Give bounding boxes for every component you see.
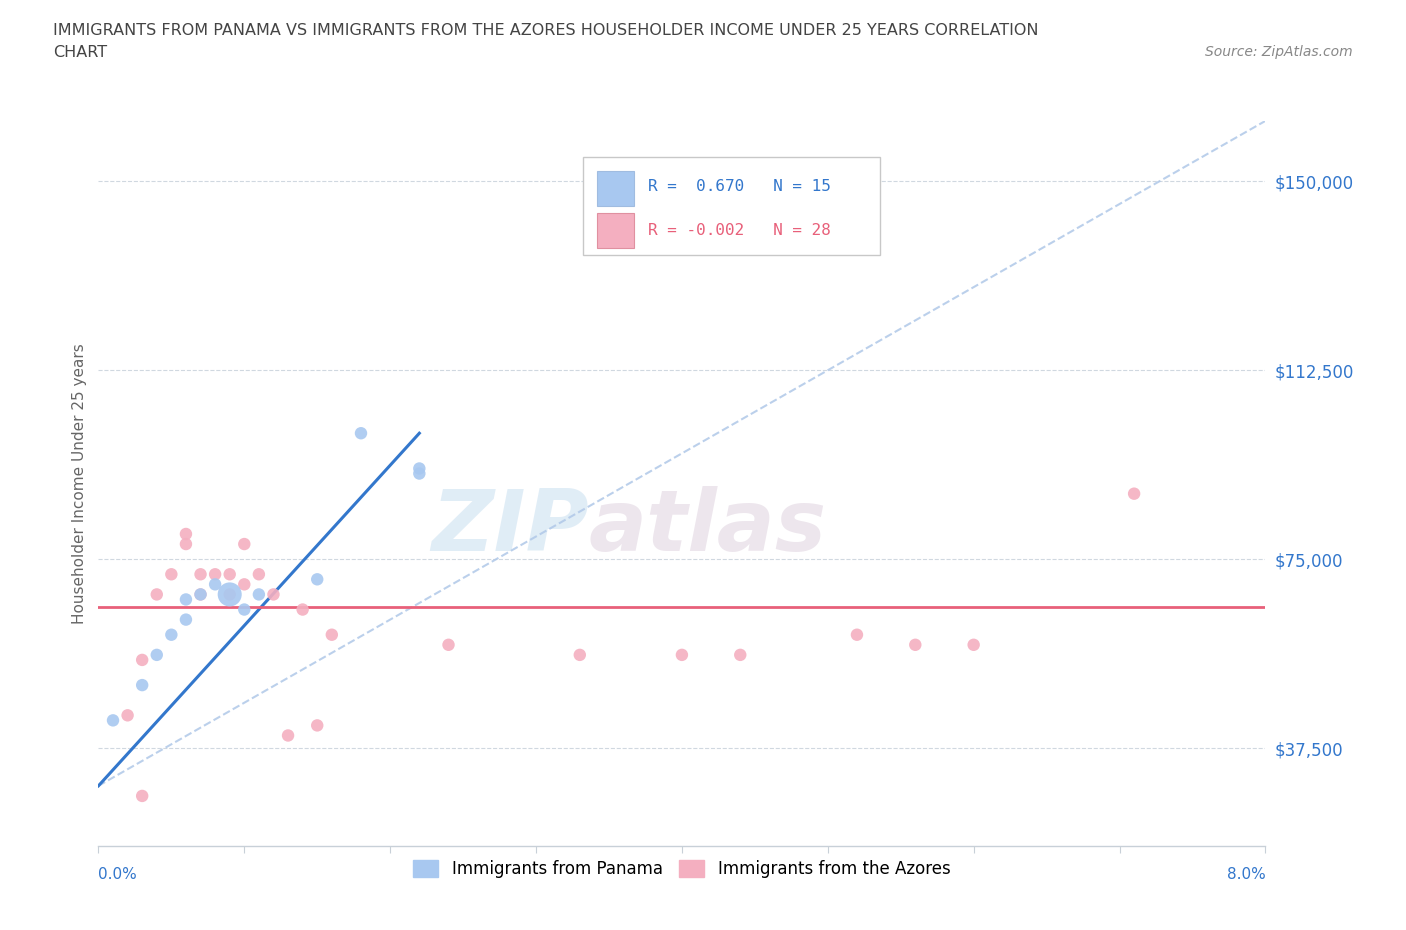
Point <box>962 637 984 652</box>
Point <box>247 587 270 602</box>
Point <box>117 708 139 723</box>
Point <box>233 577 256 591</box>
Legend: Immigrants from Panama, Immigrants from the Azores: Immigrants from Panama, Immigrants from … <box>406 854 957 885</box>
Point <box>277 728 299 743</box>
Point <box>307 718 329 733</box>
Point <box>131 653 153 668</box>
Point <box>408 461 430 476</box>
Point <box>262 587 284 602</box>
Point <box>218 566 240 582</box>
Point <box>247 566 270 582</box>
Bar <box>596 213 634 248</box>
Point <box>190 587 212 602</box>
Text: R =  0.670   N = 15: R = 0.670 N = 15 <box>648 179 831 194</box>
Point <box>174 526 197 541</box>
Point <box>730 647 752 662</box>
Point <box>190 566 212 582</box>
Point <box>218 587 240 602</box>
Text: R = -0.002   N = 28: R = -0.002 N = 28 <box>648 223 831 238</box>
FancyBboxPatch shape <box>582 157 880 255</box>
Text: IMMIGRANTS FROM PANAMA VS IMMIGRANTS FROM THE AZORES HOUSEHOLDER INCOME UNDER 25: IMMIGRANTS FROM PANAMA VS IMMIGRANTS FRO… <box>53 23 1039 38</box>
Point <box>146 587 169 602</box>
Point <box>233 602 256 617</box>
Point <box>568 647 591 662</box>
Point <box>190 587 212 602</box>
Point <box>131 678 153 693</box>
Point <box>233 537 256 551</box>
Y-axis label: Householder Income Under 25 years: Householder Income Under 25 years <box>72 343 87 624</box>
Point <box>131 789 153 804</box>
Point <box>408 466 430 481</box>
Point <box>146 647 169 662</box>
Point <box>174 592 197 607</box>
Bar <box>596 171 634 206</box>
Point <box>174 612 197 627</box>
Point <box>204 577 226 591</box>
Point <box>307 572 329 587</box>
Text: ZIP: ZIP <box>430 485 589 568</box>
Text: Source: ZipAtlas.com: Source: ZipAtlas.com <box>1205 45 1353 59</box>
Point <box>174 537 197 551</box>
Point <box>845 627 868 642</box>
Point <box>218 587 240 602</box>
Point <box>671 647 693 662</box>
Text: 0.0%: 0.0% <box>98 867 138 882</box>
Text: 8.0%: 8.0% <box>1226 867 1265 882</box>
Text: atlas: atlas <box>589 485 827 568</box>
Point <box>350 426 373 441</box>
Point <box>160 627 183 642</box>
Point <box>904 637 927 652</box>
Point <box>101 713 124 728</box>
Point <box>160 566 183 582</box>
Point <box>291 602 314 617</box>
Point <box>321 627 343 642</box>
Point <box>204 566 226 582</box>
Point <box>437 637 460 652</box>
Point <box>1123 486 1146 501</box>
Text: CHART: CHART <box>53 45 107 60</box>
